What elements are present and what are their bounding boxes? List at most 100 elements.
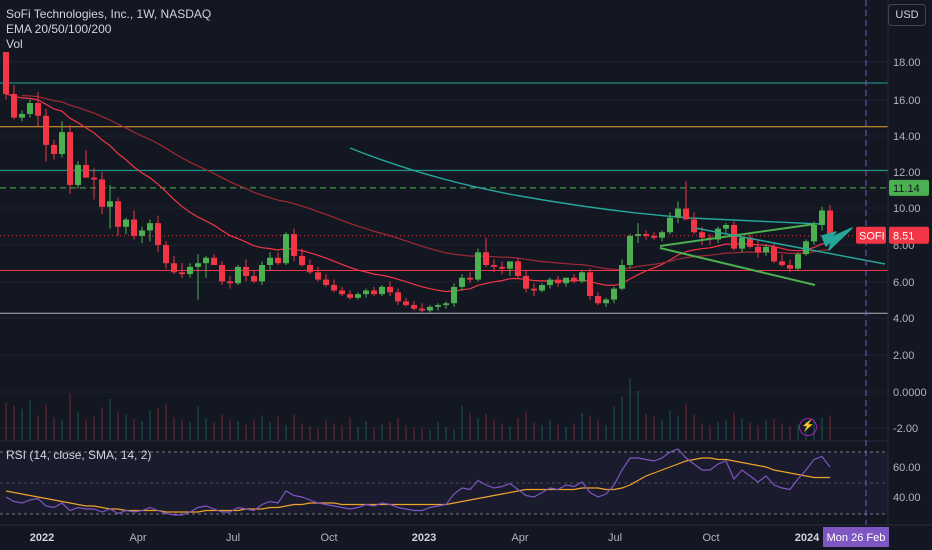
volume-bar xyxy=(445,426,447,440)
candle-body xyxy=(659,232,665,238)
candle-body xyxy=(691,219,697,233)
candle-body xyxy=(219,265,225,282)
arrow-annotation xyxy=(821,227,853,251)
volume-bar xyxy=(733,412,735,440)
volume-bar xyxy=(141,421,143,440)
volume-bar xyxy=(125,414,127,440)
candle-body xyxy=(83,164,89,178)
volume-bar xyxy=(189,421,191,440)
volume-bar xyxy=(277,416,279,440)
candle-body xyxy=(403,301,409,306)
volume-bar xyxy=(797,424,799,440)
volume-bar xyxy=(53,417,55,440)
candle-body xyxy=(267,257,273,266)
candle-body xyxy=(475,252,481,280)
ema-50-line xyxy=(21,95,831,270)
volume-bar xyxy=(333,423,335,440)
rsi-line xyxy=(5,448,831,516)
volume-bar xyxy=(117,412,119,440)
candle-body xyxy=(635,234,641,236)
volume-bar xyxy=(229,419,231,440)
volume-bar xyxy=(781,423,783,440)
candle-body xyxy=(363,290,369,295)
candle-body xyxy=(555,279,561,284)
candle-body xyxy=(507,261,513,269)
chart-title: SoFi Technologies, Inc., 1W, NASDAQ xyxy=(6,7,212,21)
price-tick-label: 2.00 xyxy=(893,350,914,362)
time-tick-label: 2023 xyxy=(412,532,436,544)
volume-bar xyxy=(181,420,183,440)
volume-bar xyxy=(397,417,399,440)
currency-button[interactable]: USD xyxy=(888,4,926,26)
candle-body xyxy=(579,272,585,282)
ema-100-line xyxy=(349,147,821,225)
candle-body xyxy=(819,210,825,225)
volume-indicator-label[interactable]: Vol xyxy=(6,37,23,51)
volume-bar xyxy=(293,414,295,440)
candle-body xyxy=(603,299,609,304)
candle-body xyxy=(99,179,105,207)
rsi-tick-label: 60.00 xyxy=(893,462,921,474)
candle-body xyxy=(11,93,17,118)
volume-bar xyxy=(349,417,351,440)
candle-body xyxy=(331,285,337,291)
rsi-indicator-label[interactable]: RSI (14, close, SMA, 14, 2) xyxy=(6,448,152,462)
candle-body xyxy=(251,275,257,282)
candle-body xyxy=(339,290,345,295)
volume-bar xyxy=(557,424,559,440)
volume-bar xyxy=(453,429,455,440)
symbol-tag xyxy=(856,226,886,244)
candle-body xyxy=(763,246,769,253)
volume-bar xyxy=(285,425,287,440)
volume-bar xyxy=(525,411,527,440)
time-tick-label: Oct xyxy=(702,532,719,544)
candle-body xyxy=(355,294,361,298)
volume-bar xyxy=(405,425,407,440)
volume-bar xyxy=(517,417,519,440)
price-tick-label: 14.00 xyxy=(893,131,921,143)
volume-bar xyxy=(461,405,463,440)
lightning-icon[interactable]: ⚡ xyxy=(799,418,817,436)
candle-body xyxy=(27,103,33,114)
candle-body xyxy=(371,290,377,295)
price-tick-label: 12.00 xyxy=(893,167,921,179)
candle-body xyxy=(227,281,233,284)
candle-body xyxy=(67,132,73,185)
volume-bar xyxy=(325,420,327,440)
volume-bar xyxy=(253,419,255,440)
time-tick-label: Apr xyxy=(511,532,528,544)
candle-body xyxy=(163,245,169,264)
volume-bar xyxy=(93,416,95,440)
candle-body xyxy=(259,265,265,282)
volume-bar xyxy=(109,399,111,440)
volume-bar xyxy=(205,417,207,440)
candle-body xyxy=(275,257,281,264)
volume-bar xyxy=(549,419,551,440)
ema-indicator-label[interactable]: EMA 20/50/100/200 xyxy=(6,22,112,36)
price-tick-label: 0.0000 xyxy=(893,387,927,399)
candle-body xyxy=(523,275,529,289)
volume-bar xyxy=(373,427,375,440)
volume-bar xyxy=(357,426,359,440)
volume-bar xyxy=(133,418,135,440)
candle-body xyxy=(451,286,457,304)
volume-bar xyxy=(829,415,831,440)
volume-bar xyxy=(421,428,423,440)
volume-bar xyxy=(589,415,591,440)
candle-body xyxy=(755,246,761,253)
volume-bar xyxy=(269,421,271,440)
volume-bar xyxy=(605,425,607,440)
volume-bar xyxy=(773,418,775,440)
volume-bar xyxy=(621,396,623,440)
candle-body xyxy=(715,228,721,240)
volume-bar xyxy=(157,408,159,440)
price-tick-label: 10.00 xyxy=(893,203,921,215)
candle-body xyxy=(683,208,689,220)
candle-body xyxy=(435,305,441,307)
candle-body xyxy=(51,144,57,154)
volume-bar xyxy=(173,417,175,440)
candle-body xyxy=(515,261,521,276)
candle-body xyxy=(155,223,161,245)
candle-body xyxy=(771,246,777,262)
